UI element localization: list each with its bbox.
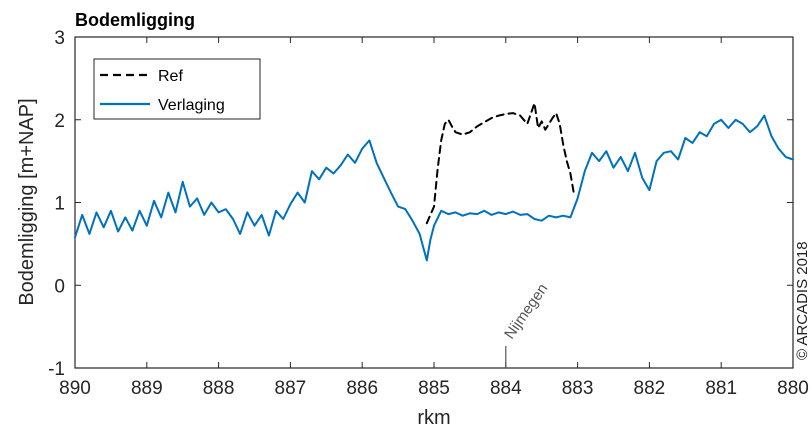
legend-box: [93, 58, 261, 120]
legend-ref-label: Ref: [158, 68, 183, 85]
x-tick-label: 886: [346, 378, 378, 399]
x-tick-label: 885: [418, 378, 450, 399]
series-line-ref: [425, 102, 575, 225]
y-tick-label: 2: [54, 111, 65, 132]
legend-verlaging-label: Verlaging: [158, 97, 225, 114]
x-tick-label: 883: [562, 378, 594, 399]
x-tick-label: 882: [634, 378, 666, 399]
x-axis-label: rkm: [417, 407, 450, 429]
series-layer: [74, 102, 794, 262]
y-tick-label: -1: [48, 359, 65, 380]
x-tick-label: 881: [705, 378, 737, 399]
series-line-verlaging: [74, 114, 794, 262]
tick-marks: [74, 36, 794, 369]
x-tick-labels: 890 889 888 887 886 885 884 883 882 881 880: [59, 378, 809, 399]
y-axis-label: Bodemligging [m+NAP]: [16, 98, 38, 305]
x-tick-label: 890: [59, 378, 91, 399]
x-tick-label: 880: [777, 378, 809, 399]
x-tick-label: 884: [490, 378, 522, 399]
y-tick-label: 3: [54, 28, 65, 49]
copyright-text: © ARCADIS 2018: [794, 241, 811, 360]
y-tick-label: 1: [54, 194, 65, 215]
x-tick-label: 887: [275, 378, 307, 399]
y-tick-labels: -1 0 1 2 3: [48, 28, 65, 380]
chart-title: Bodemligging: [75, 10, 195, 30]
legend: Ref Verlaging: [93, 58, 261, 120]
y-tick-label: 0: [54, 276, 65, 297]
x-tick-label: 889: [131, 378, 163, 399]
x-tick-label: 888: [203, 378, 235, 399]
